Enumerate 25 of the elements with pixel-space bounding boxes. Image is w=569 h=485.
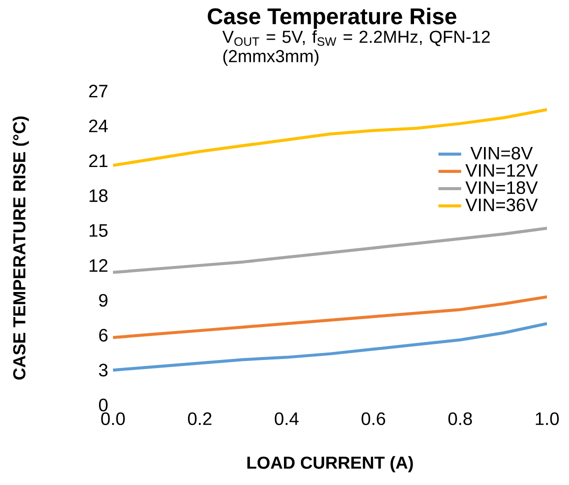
x-tick-label: 0.2 [188, 412, 212, 426]
legend-label: VIN=12V [465, 164, 538, 177]
legend-label: VIN=18V [465, 181, 538, 194]
x-tick-label: 0.6 [362, 412, 386, 426]
y-tick-label: 24 [89, 120, 108, 132]
x-tick-label: 0.4 [274, 412, 299, 426]
y-tick-label: 9 [99, 294, 108, 307]
y-tick-label: 12 [90, 259, 108, 272]
legend-label: VIN=8V [470, 146, 533, 160]
y-tick-label: 27 [89, 84, 108, 98]
chart-title: Case Temperature Rise [208, 8, 456, 29]
y-tick-label: 15 [90, 224, 108, 237]
x-axis-title: LOAD CURRENT (A) [247, 456, 413, 472]
legend-label: VIN=36V [465, 198, 538, 212]
x-tick-label: 0.8 [448, 412, 472, 426]
x-tick-label: 1.0 [536, 412, 559, 426]
y-tick-label: 6 [99, 328, 108, 342]
y-tick-label: 21 [89, 154, 108, 168]
y-tick-label: 3 [98, 364, 108, 376]
y-tick-label: 18 [90, 189, 108, 202]
line-series [113, 322, 547, 372]
text: V$_{OUT}$ = 5V, f$_{SW}$ = 2.2MHz, QFN-12 (2mmx3mm) [222, 30, 490, 66]
x-tick-label: 0.0 [101, 412, 125, 426]
y-axis-title: CASE TEMPERATURE RISE (°C) [12, 116, 29, 380]
y-tick-label: 0 [98, 398, 108, 412]
